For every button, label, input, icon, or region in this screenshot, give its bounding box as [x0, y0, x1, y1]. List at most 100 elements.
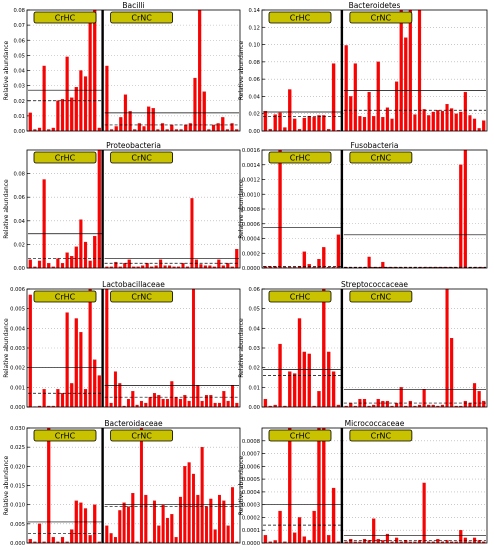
bar — [42, 389, 46, 408]
bar — [88, 535, 92, 544]
group-badge-label: CrNC — [371, 293, 392, 302]
chart-title: Proteobacteria — [106, 141, 161, 150]
bar — [288, 371, 292, 408]
bar — [327, 351, 331, 408]
bar — [472, 118, 477, 132]
bar — [161, 504, 165, 544]
bar — [65, 312, 69, 408]
bar — [105, 65, 109, 132]
bar — [395, 81, 399, 132]
bar — [137, 123, 141, 132]
y-axis-label: Relative abundance — [3, 40, 10, 100]
bar — [221, 117, 225, 132]
bar — [174, 397, 178, 408]
bar — [367, 256, 371, 269]
bar — [302, 117, 307, 132]
y-tick-label: 0.0006 — [242, 222, 260, 228]
bar — [190, 198, 194, 269]
bar — [463, 91, 467, 132]
bar — [322, 115, 326, 132]
bar — [83, 508, 88, 544]
bar — [159, 259, 163, 269]
y-tick-label: 0.02 — [13, 242, 25, 248]
plot-frame — [261, 288, 488, 408]
bar — [381, 117, 385, 132]
bar — [288, 427, 292, 544]
bar — [191, 473, 195, 544]
y-tick-label: 0.005 — [10, 307, 25, 313]
bar — [142, 126, 146, 132]
y-tick-label: 0.00 — [13, 129, 25, 135]
chart-panel: 0.00 0.02 0.04 0.06 0.08 0.10 0.12 0.14 Relative… — [238, 1, 488, 135]
y-tick-label: 0.10 — [248, 43, 260, 49]
bar — [312, 510, 316, 544]
bar — [422, 109, 426, 132]
bar — [88, 260, 92, 269]
bar — [278, 149, 282, 269]
bar — [105, 525, 109, 544]
plot-frame — [26, 9, 241, 132]
bar — [482, 400, 486, 408]
plot-frame — [26, 427, 241, 544]
y-tick-label: 0.0004 — [242, 237, 261, 243]
bar — [147, 106, 151, 132]
bar — [322, 247, 326, 269]
bar — [217, 402, 221, 408]
bar — [454, 113, 458, 132]
bar — [128, 111, 132, 132]
bar — [60, 393, 65, 408]
bar — [51, 127, 55, 132]
bar — [331, 371, 336, 408]
bar — [70, 256, 74, 269]
bar — [118, 383, 122, 408]
bar — [114, 126, 118, 132]
bar — [88, 20, 92, 132]
bar — [113, 537, 117, 544]
y-tick-label: 0.0010 — [242, 192, 260, 198]
bar — [187, 462, 191, 544]
group-badge — [349, 429, 413, 442]
chart-panel: 0.0000 0.0002 0.0004 0.0006 0.0008 0.0010 0.00… — [238, 141, 488, 272]
bar — [292, 373, 297, 408]
bar — [209, 498, 213, 544]
y-tick-label: 0.01 — [248, 385, 260, 391]
bar — [193, 77, 197, 132]
bar — [28, 539, 32, 544]
group-badge-label: CrHC — [55, 154, 76, 163]
bar — [60, 99, 65, 132]
group-badge-label: CrHC — [55, 14, 76, 23]
bar — [292, 532, 297, 544]
group-badge-label: CrNC — [371, 14, 392, 23]
plot-frame — [261, 149, 488, 269]
bar — [436, 539, 440, 544]
bar — [385, 107, 390, 132]
group-badge — [33, 290, 97, 303]
bar — [302, 536, 307, 544]
group-badge — [349, 290, 413, 303]
bar — [450, 338, 454, 408]
bar — [88, 288, 92, 408]
bar — [263, 535, 268, 544]
bar — [226, 525, 230, 544]
y-tick-label: 0.025 — [10, 445, 25, 451]
y-tick-label: 0.01 — [13, 114, 25, 120]
bar — [157, 525, 161, 544]
bar — [482, 120, 486, 132]
y-tick-label: 0.020 — [10, 464, 25, 470]
y-tick-label: 0.04 — [248, 326, 260, 332]
bar — [109, 402, 113, 408]
bar — [468, 402, 472, 408]
bar — [83, 76, 88, 132]
y-tick-label: 0.0000 — [242, 541, 260, 547]
bar — [440, 110, 445, 132]
bar — [139, 400, 143, 408]
bar — [97, 127, 101, 132]
bar — [445, 104, 449, 132]
bar — [188, 123, 192, 132]
y-tick-label: 0.0007 — [242, 452, 260, 458]
bar — [307, 264, 311, 269]
y-tick-label: 0.06 — [248, 77, 260, 83]
bar — [427, 115, 431, 132]
bar — [122, 502, 126, 544]
